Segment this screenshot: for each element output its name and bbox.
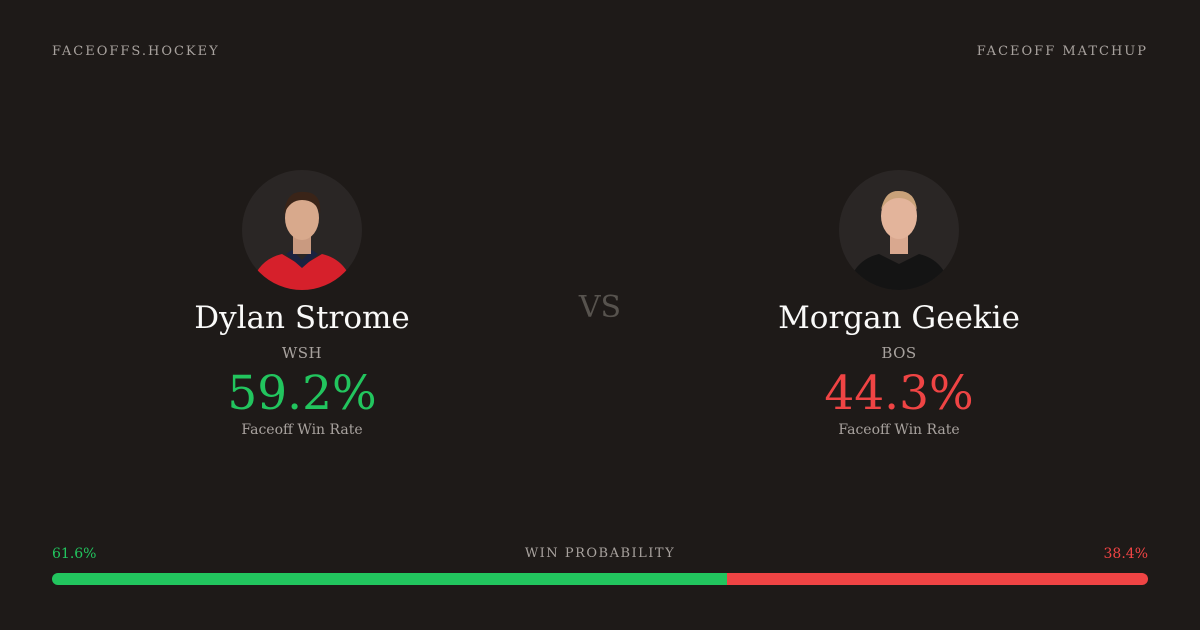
probability-segment <box>52 573 728 585</box>
rate-label: Faceoff Win Rate <box>241 421 363 438</box>
player-name: Morgan Geekie <box>778 300 1020 336</box>
player-name: Dylan Strome <box>194 300 410 336</box>
win-probability-label: WIN PROBABILITY <box>524 546 676 561</box>
faceoff-rate: 59.2% <box>227 366 377 421</box>
win-probability-right: 38.4% <box>1103 546 1148 562</box>
player-card: Morgan Geekie BOS 44.3% Faceoff Win Rate <box>689 170 1109 438</box>
header-label: FACEOFF MATCHUP <box>976 44 1148 59</box>
win-probability-bar <box>52 573 1148 585</box>
player-photo <box>242 170 362 290</box>
player-team: BOS <box>881 344 917 362</box>
versus: VS <box>578 290 622 325</box>
win-probability-left: 61.6% <box>52 546 97 562</box>
faceoff-rate: 44.3% <box>824 366 974 421</box>
player-card: Dylan Strome WSH 59.2% Faceoff Win Rate <box>92 170 512 438</box>
rate-label: Faceoff Win Rate <box>838 421 960 438</box>
brand: FACEOFFS.HOCKEY <box>52 44 220 59</box>
player-photo <box>839 170 959 290</box>
probability-segment <box>727 573 1148 585</box>
player-team: WSH <box>281 344 323 362</box>
